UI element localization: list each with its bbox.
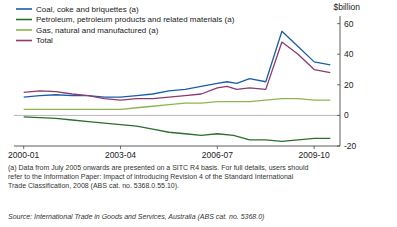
series-line bbox=[24, 31, 331, 97]
y-tick bbox=[337, 146, 340, 147]
footnote: (a) Data from July 2005 onwards are pres… bbox=[8, 164, 308, 190]
x-tick-label: 2009-10 bbox=[299, 150, 330, 160]
legend-label: Gas, natural and manufactured (a) bbox=[36, 26, 159, 35]
zero-line bbox=[14, 115, 340, 116]
series-line bbox=[24, 117, 331, 141]
series-line bbox=[24, 42, 331, 100]
legend-label: Petroleum, petroleum products and relate… bbox=[36, 15, 235, 24]
y-tick-label: 40 bbox=[344, 49, 354, 59]
legend-label: Coal, coke and briquettes (a) bbox=[36, 5, 139, 14]
y-tick bbox=[337, 115, 340, 116]
y-tick bbox=[337, 23, 340, 24]
series-line bbox=[24, 99, 331, 110]
legend-swatch bbox=[16, 40, 32, 42]
x-tick bbox=[120, 146, 121, 149]
y-tick-label: 60 bbox=[344, 19, 354, 29]
legend-swatch bbox=[16, 8, 32, 10]
y-tick-label: 20 bbox=[344, 80, 354, 90]
x-tick bbox=[23, 146, 24, 149]
x-tick bbox=[217, 146, 218, 149]
x-tick-label: 2000-01 bbox=[8, 150, 39, 160]
y-tick-label: 0 bbox=[344, 110, 349, 120]
legend-label: Total bbox=[36, 36, 53, 45]
x-axis-line bbox=[14, 146, 340, 147]
footnote: Source: International Trade in Goods and… bbox=[8, 213, 264, 221]
legend-swatch bbox=[16, 29, 32, 31]
x-tick bbox=[314, 146, 315, 149]
y-tick bbox=[337, 84, 340, 85]
legend-swatch bbox=[16, 19, 32, 21]
legend: Coal, coke and briquettes (a)Petroleum, … bbox=[16, 5, 235, 46]
y-tick-label: -20 bbox=[344, 141, 357, 151]
y-axis-line bbox=[340, 16, 341, 146]
x-tick-label: 2006-07 bbox=[202, 150, 233, 160]
x-tick-label: 2003-04 bbox=[105, 150, 136, 160]
y-tick bbox=[337, 54, 340, 55]
chart: -20 0 20 40 60 2000-01 2003-04 2006-07 2009-10 $b… bbox=[0, 0, 397, 227]
y-axis-label: $billion bbox=[334, 2, 361, 12]
plot-area bbox=[24, 31, 331, 141]
